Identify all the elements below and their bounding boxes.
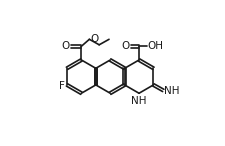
Text: NH: NH: [164, 86, 180, 96]
Text: O: O: [61, 41, 69, 51]
Text: F: F: [58, 81, 64, 91]
Text: NH: NH: [131, 96, 147, 106]
Text: O: O: [121, 41, 129, 51]
Text: OH: OH: [148, 41, 164, 51]
Text: O: O: [90, 34, 98, 44]
